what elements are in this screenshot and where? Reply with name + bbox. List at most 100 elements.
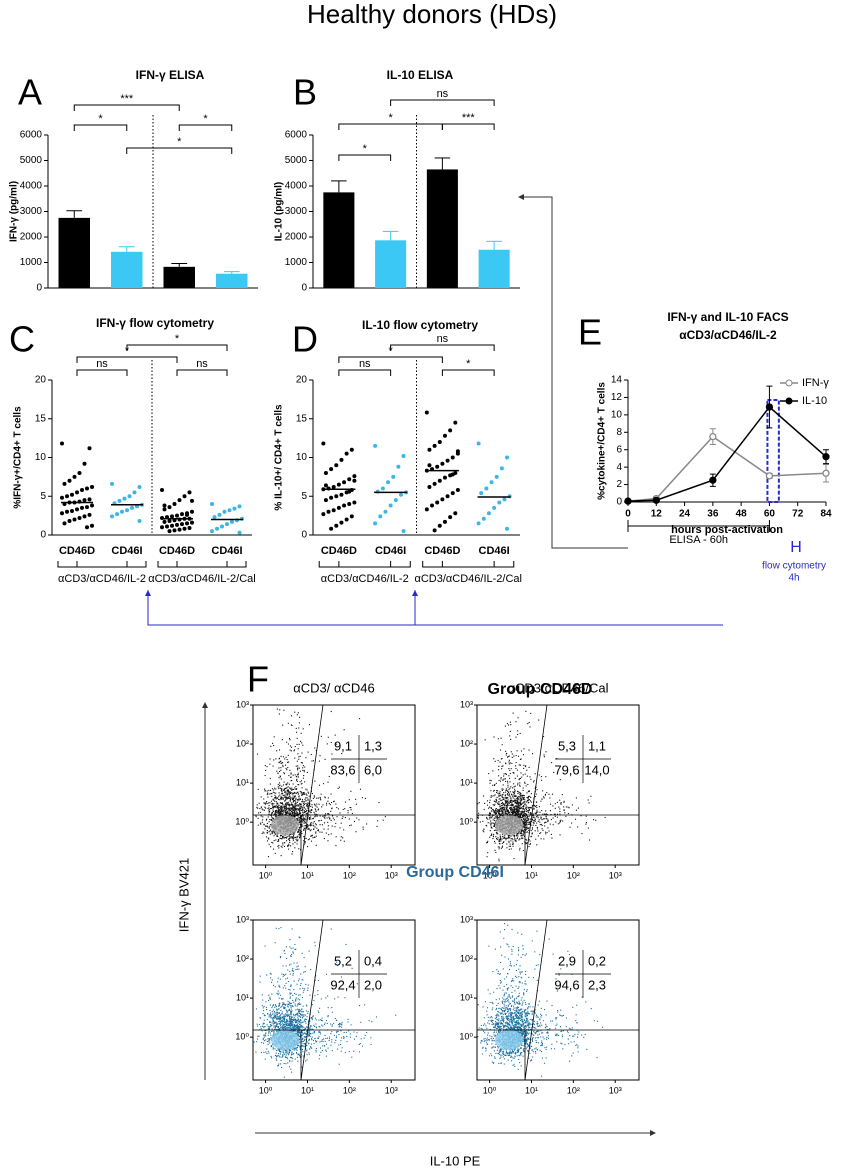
event-dot <box>334 998 336 1000</box>
event-dot <box>297 1060 299 1062</box>
data-point <box>190 498 194 503</box>
data-point <box>497 500 502 505</box>
event-dot <box>508 763 510 765</box>
event-dot <box>362 828 364 830</box>
event-dot <box>292 815 294 817</box>
event-dot <box>506 806 508 808</box>
event-dot <box>278 1023 280 1025</box>
event-dot <box>290 955 292 957</box>
event-dot <box>276 1022 278 1024</box>
event-dot <box>293 815 295 817</box>
data-point <box>450 455 455 460</box>
event-dot <box>502 784 504 786</box>
event-dot <box>269 1042 271 1044</box>
event-dot <box>496 837 498 840</box>
event-dot <box>310 805 312 807</box>
event-dot <box>532 824 534 826</box>
data-point <box>137 484 142 489</box>
event-dot <box>526 806 528 808</box>
event-dot <box>508 777 511 779</box>
event-dot <box>347 810 349 812</box>
event-dot <box>291 724 293 727</box>
event-dot <box>289 807 291 809</box>
event-dot <box>292 1025 294 1027</box>
event-dot <box>320 819 322 822</box>
data-point <box>62 521 67 526</box>
event-dot <box>511 804 513 806</box>
event-dot <box>285 1009 287 1011</box>
event-dot <box>527 815 529 818</box>
x-axis-label: IL-10 PE <box>430 1153 481 1168</box>
event-dot <box>340 976 343 978</box>
event-dot <box>282 724 284 726</box>
event-dot <box>283 805 285 807</box>
event-dot <box>528 839 530 841</box>
data-point <box>453 511 458 516</box>
event-dot <box>292 839 294 841</box>
data-point <box>120 509 124 514</box>
event-dot <box>271 811 274 813</box>
data-point <box>432 481 437 486</box>
event-dot <box>353 1050 355 1052</box>
event-dot <box>318 1031 320 1033</box>
event-dot <box>526 811 528 813</box>
event-dot <box>282 784 285 786</box>
event-dot <box>266 1048 268 1050</box>
event-dot <box>492 836 495 838</box>
event-dot <box>295 1021 297 1024</box>
y-tick-label: 20 <box>296 375 308 386</box>
event-dot <box>508 759 510 761</box>
significance-bracket <box>76 369 128 376</box>
event-dot <box>336 1030 338 1033</box>
data-point <box>172 528 177 533</box>
event-dot <box>317 829 319 831</box>
event-dot <box>325 997 327 999</box>
event-dot <box>264 788 266 790</box>
event-dot <box>289 1056 291 1058</box>
event-dot <box>303 1019 306 1021</box>
event-dot <box>286 802 288 804</box>
quadrant-value: 1,3 <box>364 738 382 753</box>
event-dot <box>294 1019 296 1021</box>
event-dot <box>296 780 298 782</box>
event-dot <box>298 994 300 996</box>
event-dot <box>319 824 321 826</box>
event-dot <box>318 784 321 786</box>
event-dot <box>521 843 523 845</box>
event-dot <box>301 952 303 954</box>
event-dot <box>509 730 511 732</box>
event-dot <box>541 798 543 800</box>
data-point <box>82 498 87 503</box>
event-dot <box>289 791 291 793</box>
event-dot <box>262 831 264 833</box>
event-dot <box>272 1024 274 1026</box>
event-dot <box>288 805 290 807</box>
event-dot <box>275 1058 277 1060</box>
event-dot <box>299 1025 301 1028</box>
event-dot <box>289 1020 291 1022</box>
event-dot <box>301 1026 303 1028</box>
event-dot <box>270 1034 272 1036</box>
event-dot <box>325 1043 327 1045</box>
event-dot <box>284 842 286 844</box>
event-dot <box>311 1017 313 1020</box>
event-dot <box>492 822 494 824</box>
event-dot <box>526 825 528 827</box>
event-dot <box>315 1047 317 1050</box>
event-dot <box>517 806 519 808</box>
event-dot <box>500 794 502 796</box>
event-dot <box>519 803 521 806</box>
event-dot <box>275 797 277 800</box>
event-dot <box>506 804 508 807</box>
event-dot <box>580 815 582 817</box>
event-dot <box>342 816 344 818</box>
event-dot <box>500 802 503 805</box>
event-dot <box>500 778 502 780</box>
event-dot <box>293 812 295 814</box>
event-dot <box>313 796 315 798</box>
event-dot <box>289 804 291 806</box>
event-dot <box>523 823 525 825</box>
event-dot <box>305 983 307 985</box>
event-dot <box>322 815 324 817</box>
event-dot <box>296 743 298 745</box>
